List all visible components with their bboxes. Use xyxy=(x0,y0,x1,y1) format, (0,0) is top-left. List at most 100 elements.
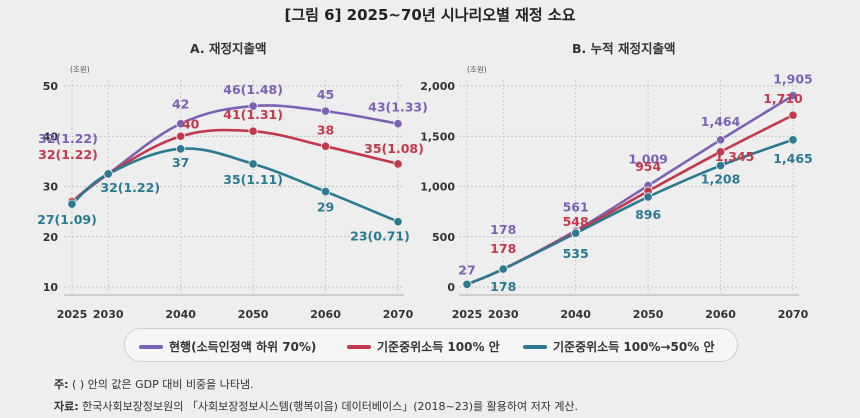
data-label-1-1-4: 1,345 xyxy=(715,149,755,164)
footnote-label: 주: xyxy=(54,378,69,391)
x-tick-label-0-2: 2040 xyxy=(165,308,196,321)
data-point-0-2-3 xyxy=(248,159,258,169)
data-point-0-1-3 xyxy=(248,126,258,136)
data-label-0-2-2: 37 xyxy=(172,155,189,170)
data-label-1-2-5: 1,465 xyxy=(773,151,813,166)
x-tick-label-0-1: 2030 xyxy=(93,308,124,321)
legend-item-median100-50: 기준중위소득 100%→50% 안 xyxy=(523,338,715,355)
data-label-1-1-5: 1,710 xyxy=(763,91,803,106)
data-label-0-1-4: 38 xyxy=(317,122,334,137)
data-label-1-0-5: 1,905 xyxy=(773,72,813,87)
data-label-1-0-1: 178 xyxy=(490,222,516,237)
y-tick-label-1-2: 1,000 xyxy=(420,181,455,194)
y-tick-label-0-1: 20 xyxy=(43,231,59,244)
data-point-0-0-3 xyxy=(248,101,258,111)
data-label-0-1-5: 35(1.08) xyxy=(364,141,424,156)
footnote: 주: ( ) 안의 값은 GDP 대비 비중을 나타냄. xyxy=(54,376,254,392)
data-point-1-2-0 xyxy=(462,279,472,289)
data-label-0-1-3: 41(1.31) xyxy=(223,107,283,122)
data-point-0-1-5 xyxy=(393,159,403,169)
data-label-0-1-1: 32(1.22) xyxy=(38,147,98,162)
data-point-1-2-1 xyxy=(498,264,508,274)
y-tick-label-1-4: 2,000 xyxy=(420,80,455,93)
data-label-1-1-1: 178 xyxy=(490,241,516,256)
data-label-1-2-1: 178 xyxy=(490,279,516,294)
data-label-0-0-5: 43(1.33) xyxy=(368,100,428,115)
unit-label-1: (조원) xyxy=(467,65,487,74)
data-point-0-2-5 xyxy=(393,217,403,227)
data-label-0-2-0: 27(1.09) xyxy=(37,212,97,227)
unit-label-0: (조원) xyxy=(70,65,90,74)
legend-label-current: 현행(소득인정액 하위 70%) xyxy=(169,340,317,354)
legend-item-median100: 기준중위소득 100% 안 xyxy=(347,338,500,355)
data-label-1-1-2: 548 xyxy=(563,214,589,229)
x-tick-label-1-5: 2070 xyxy=(778,308,809,321)
data-label-1-0-4: 1,464 xyxy=(701,114,741,129)
data-label-1-2-4: 1,208 xyxy=(701,172,741,187)
data-label-0-0-3: 46(1.48) xyxy=(223,82,283,97)
panel-a-title: A. 재정지출액 xyxy=(190,41,267,56)
data-point-1-1-5 xyxy=(788,110,798,120)
y-tick-label-1-1: 500 xyxy=(432,231,455,244)
data-point-1-2-4 xyxy=(715,160,726,171)
data-point-0-0-2 xyxy=(176,119,186,129)
figure-title: [그림 6] 2025~70년 시나리오별 재정 소요 xyxy=(284,6,576,24)
x-tick-label-1-0: 2025 xyxy=(452,308,483,321)
data-point-1-0-4 xyxy=(715,135,726,145)
data-point-0-2-4 xyxy=(320,186,331,197)
y-tick-label-0-2: 30 xyxy=(43,181,59,194)
x-tick-label-1-4: 2060 xyxy=(705,308,736,321)
data-label-0-1-2: 40 xyxy=(182,116,200,131)
source-note: 자료: 한국사회보장정보원의 「사회보장정보시스템(행복이음) 데이터베이스」(… xyxy=(54,398,578,414)
data-label-0-2-4: 29 xyxy=(317,200,334,215)
legend-swatch-median100 xyxy=(347,344,371,349)
legend-swatch-median100-50 xyxy=(523,344,547,349)
data-point-0-2-2 xyxy=(176,144,186,154)
legend: 현행(소득인정액 하위 70%) 기준중위소득 100% 안 기준중위소득 10… xyxy=(124,328,738,362)
data-point-0-1-2 xyxy=(176,131,186,141)
legend-item-current: 현행(소득인정액 하위 70%) xyxy=(139,338,316,355)
data-point-1-2-5 xyxy=(788,135,798,145)
source-label: 자료: xyxy=(54,400,79,413)
x-tick-label-1-2: 2040 xyxy=(560,308,591,321)
source-text: 한국사회보장정보원의 「사회보장정보시스템(행복이음) 데이터베이스」(2018… xyxy=(82,400,579,413)
x-tick-label-1-3: 2050 xyxy=(633,308,664,321)
data-label-0-2-3: 35(1.11) xyxy=(223,172,283,187)
data-label-0-0-1: 32(1.22) xyxy=(38,131,98,146)
data-point-0-0-4 xyxy=(320,106,331,116)
y-tick-label-0-3: 40 xyxy=(43,130,59,143)
data-label-1-0-0: 27 xyxy=(458,262,475,277)
data-point-0-2-0 xyxy=(67,199,77,209)
legend-label-median100-50: 기준중위소득 100%→50% 안 xyxy=(553,340,715,354)
data-label-0-2-1: 32(1.22) xyxy=(100,180,160,195)
data-label-1-0-2: 561 xyxy=(563,200,589,215)
data-label-1-1-3: 954 xyxy=(635,159,661,174)
legend-label-median100: 기준중위소득 100% 안 xyxy=(377,340,500,354)
x-tick-label-1-1: 2030 xyxy=(488,308,519,321)
data-label-1-2-2: 535 xyxy=(563,246,589,261)
y-tick-label-1-0: 0 xyxy=(447,281,455,294)
data-label-0-0-4: 45 xyxy=(317,87,334,102)
data-point-1-0-5 xyxy=(788,90,798,101)
data-point-0-1-4 xyxy=(320,141,331,151)
data-point-1-2-3 xyxy=(643,192,653,202)
panel-b-title: B. 누적 재정지출액 xyxy=(572,41,676,56)
data-point-1-2-2 xyxy=(571,228,581,238)
x-tick-label-0-4: 2060 xyxy=(310,308,341,321)
data-label-1-2-3: 896 xyxy=(635,207,661,222)
footnote-text: ( ) 안의 값은 GDP 대비 비중을 나타냄. xyxy=(72,378,254,391)
data-label-1-0-3: 1,009 xyxy=(628,152,668,167)
legend-swatch-current xyxy=(139,344,163,349)
data-label-0-0-2: 42 xyxy=(172,97,189,112)
data-point-1-1-4 xyxy=(715,147,726,157)
series-line-1-1 xyxy=(465,113,795,286)
x-tick-label-0-3: 2050 xyxy=(238,308,269,321)
data-label-0-2-5: 23(0.71) xyxy=(350,229,410,244)
data-point-0-2-1 xyxy=(103,169,113,179)
data-point-0-0-5 xyxy=(393,119,403,129)
x-tick-label-0-5: 2070 xyxy=(383,308,414,321)
y-tick-label-1-3: 1,500 xyxy=(420,130,455,143)
y-tick-label-0-0: 10 xyxy=(43,281,59,294)
y-tick-label-0-4: 50 xyxy=(43,80,59,93)
